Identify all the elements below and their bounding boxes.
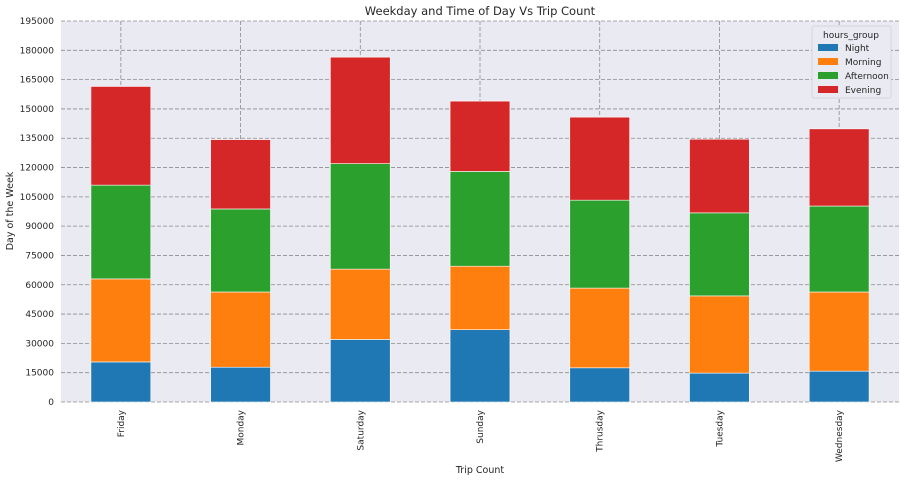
legend-label-night: Night	[845, 44, 870, 54]
y-axis-label: Day of the Week	[5, 171, 16, 250]
y-tick-label: 135000	[20, 134, 55, 144]
y-tick-label: 195000	[20, 17, 55, 27]
legend-swatch-morning	[818, 58, 838, 65]
bar-morning-wednesday	[808, 291, 870, 372]
bar-night-tuesday	[689, 372, 750, 403]
y-tick-label: 0	[48, 398, 54, 408]
bar-morning-tuesday	[689, 295, 750, 374]
bar-morning-thrusday	[569, 287, 630, 369]
bar-morning-friday	[90, 278, 152, 363]
y-tick-label: 45000	[25, 310, 54, 320]
bar-evening-wednesday	[808, 128, 870, 207]
bar-evening-sunday	[449, 100, 511, 172]
bar-evening-thrusday	[569, 116, 630, 201]
bar-morning-saturday	[330, 268, 391, 340]
x-tick-label: Saturday	[356, 409, 366, 450]
x-tick-label: Thrusday	[596, 409, 606, 453]
legend-swatch-afternoon	[818, 72, 838, 79]
y-tick-label: 180000	[20, 46, 55, 56]
grid-lines	[61, 20, 899, 403]
bar-night-saturday	[330, 339, 391, 403]
bar-night-friday	[90, 361, 152, 403]
legend: hours_group Night Morning Afternoon Evening	[811, 25, 892, 99]
bar-evening-friday	[90, 86, 152, 186]
x-tick-labels: Friday Monday Saturday Sunday Thrusday Tuesda…	[117, 409, 845, 462]
bar-afternoon-saturday	[330, 163, 391, 270]
legend-swatch-night	[818, 44, 838, 51]
bar-morning-monday	[210, 291, 271, 368]
legend-label-morning: Morning	[845, 58, 881, 68]
x-tick-label: Monday	[237, 409, 247, 445]
x-tick-label: Sunday	[476, 409, 486, 443]
bar-morning-sunday	[449, 265, 511, 331]
y-tick-label: 120000	[20, 164, 55, 174]
bar-afternoon-friday	[90, 184, 152, 280]
bars	[90, 56, 870, 403]
x-axis-label: Trip Count	[455, 465, 504, 476]
bar-afternoon-sunday	[449, 171, 511, 267]
legend-items: Night Morning Afternoon Evening	[818, 44, 889, 96]
y-tick-label: 105000	[20, 193, 55, 203]
y-tick-label: 75000	[25, 251, 54, 261]
x-tick-label: Wednesday	[835, 409, 845, 462]
legend-label-evening: Evening	[845, 86, 881, 96]
y-tick-label: 150000	[20, 105, 55, 115]
y-tick-label: 90000	[25, 222, 54, 232]
legend-title: hours_group	[823, 31, 879, 41]
y-tick-label: 15000	[25, 369, 54, 379]
legend-swatch-evening	[818, 86, 838, 93]
y-tick-label: 165000	[20, 76, 55, 86]
bar-night-sunday	[449, 329, 511, 403]
legend-label-afternoon: Afternoon	[845, 72, 889, 82]
chart-title: Weekday and Time of Day Vs Trip Count	[365, 4, 596, 18]
x-tick-label: Tuesday	[715, 409, 725, 447]
bar-night-wednesday	[808, 370, 870, 403]
y-tick-labels: 0 15000 30000 45000 60000 75000 90000 105000 120…	[20, 17, 55, 408]
bar-afternoon-tuesday	[689, 212, 750, 297]
bar-evening-monday	[210, 139, 271, 210]
bar-afternoon-wednesday	[808, 205, 870, 293]
y-tick-label: 60000	[25, 281, 54, 291]
bar-night-thrusday	[569, 367, 630, 403]
bar-evening-tuesday	[689, 138, 750, 214]
bar-afternoon-monday	[210, 208, 271, 293]
y-tick-label: 30000	[25, 339, 54, 349]
bar-evening-saturday	[330, 56, 391, 164]
bar-afternoon-thrusday	[569, 199, 630, 289]
x-tick-label: Friday	[117, 409, 127, 437]
bar-night-monday	[210, 366, 271, 403]
